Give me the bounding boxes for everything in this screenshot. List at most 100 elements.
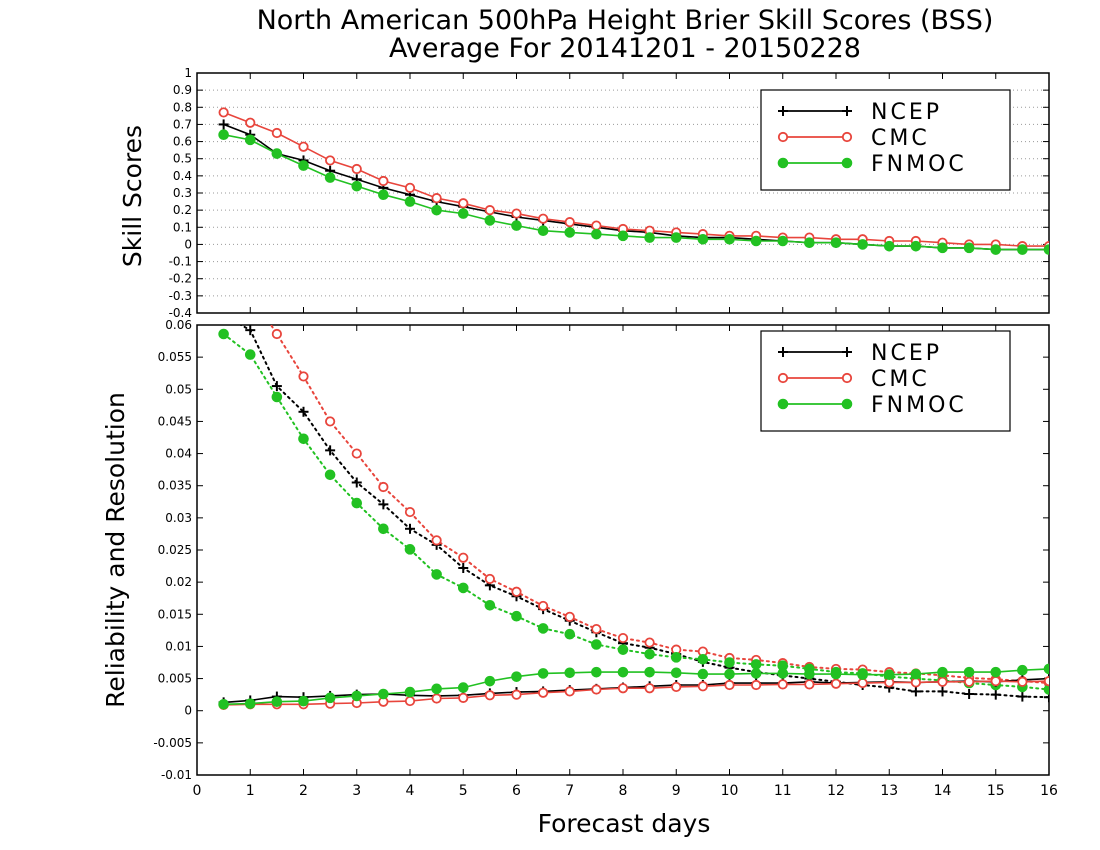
top-fnmoc-series-point <box>1043 244 1049 255</box>
legend-label: FNMOC <box>871 393 967 418</box>
bottom-fnmoc-resolution-series-point <box>564 628 576 640</box>
top-y-tick-label: 0.3 <box>173 186 192 200</box>
top-fnmoc-series-point <box>431 204 442 216</box>
top-fnmoc-series-point <box>591 228 602 240</box>
bottom-y-tick-label: 0.04 <box>165 447 192 461</box>
legend-item-fnmoc: FNMOC <box>777 152 964 177</box>
legend-label: CMC <box>871 367 930 392</box>
bottom-cmc-reliability-series-line <box>223 680 1049 706</box>
bottom-cmc-reliability-series-point <box>857 677 868 689</box>
top-fnmoc-series-point <box>537 225 549 237</box>
legend-marker <box>777 398 789 410</box>
legend-item-ncep: NCEP <box>778 100 942 125</box>
bottom-fnmoc-reliability-series-point <box>830 668 842 680</box>
bottom-fnmoc-reliability-series-point <box>750 668 762 679</box>
legend-item-cmc: CMC <box>777 367 930 392</box>
legend-label: NCEP <box>871 341 942 366</box>
legend-marker <box>778 347 788 357</box>
bottom-cmc-resolution-series-point <box>511 586 522 597</box>
x-tick-label: 16 <box>1040 783 1058 799</box>
bottom-fnmoc-resolution-series-point <box>351 497 363 509</box>
x-tick-label: 6 <box>512 783 521 799</box>
reliability-resolution-panel: 0.060.0550.050.0450.040.0350.030.0250.02… <box>153 269 1058 799</box>
bottom-cmc-reliability-series-point <box>591 684 602 695</box>
legend-marker <box>841 372 853 384</box>
bottom-cmc-resolution-series-point <box>404 506 416 518</box>
bottom-ncep-resolution-series-point <box>378 499 389 510</box>
bottom-ncep-resolution-series-point <box>271 381 282 392</box>
bottom-fnmoc-reliability-series-point <box>1017 664 1028 676</box>
bottom-fnmoc-reliability-series-point <box>883 669 895 681</box>
top-fnmoc-series-point <box>990 244 1002 255</box>
top-y-tick-label: -0.1 <box>169 255 192 269</box>
bottom-fnmoc-reliability-series-point <box>777 668 789 679</box>
top-cmc-series-point <box>484 205 495 216</box>
legend-label: NCEP <box>871 100 942 125</box>
bottom-ncep-resolution-series-point <box>245 325 256 336</box>
bottom-ncep-resolution-series-point <box>1017 691 1028 702</box>
legend-label: CMC <box>871 126 930 151</box>
bottom-fnmoc-reliability-series-point <box>724 668 735 680</box>
bottom-fnmoc-resolution-series-point <box>670 652 682 663</box>
legend-item-fnmoc: FNMOC <box>777 393 967 418</box>
top-fnmoc-series-point <box>351 180 363 192</box>
bottom-fnmoc-reliability-series-point <box>457 682 469 693</box>
top-cmc-series-point <box>404 182 416 193</box>
bottom-fnmoc-reliability-series-point <box>1043 663 1049 675</box>
bottom-cmc-resolution-series-point <box>564 611 575 622</box>
top-fnmoc-series-point <box>857 239 868 250</box>
x-tick-label: 9 <box>672 783 681 799</box>
top-ncep-series-point <box>218 119 229 130</box>
bottom-fnmoc-reliability-series-point <box>404 686 416 698</box>
bottom-cmc-reliability-series-point <box>538 687 549 698</box>
bottom-fnmoc-reliability-series-point <box>644 666 655 678</box>
top-cmc-series-point <box>218 107 229 118</box>
bottom-fnmoc-reliability-series-point <box>324 692 336 704</box>
top-y-tick-label: 0 <box>184 237 192 251</box>
bottom-fnmoc-reliability-series-point <box>537 668 549 679</box>
top-cmc-series-point <box>591 220 602 231</box>
top-y-tick-label: 0.4 <box>173 169 192 183</box>
bottom-y-tick-label: 0.02 <box>165 575 192 589</box>
top-cmc-series-point <box>245 117 256 128</box>
top-cmc-series-point <box>431 193 442 204</box>
bottom-fnmoc-reliability-series-point <box>670 667 682 679</box>
x-tick-label: 13 <box>880 783 898 799</box>
bottom-cmc-reliability-series-point <box>644 683 655 694</box>
bottom-fnmoc-resolution-series-point <box>298 433 309 445</box>
skill-scores-panel: 1 0.9 0.8 0.7 0.6 0.5 0.4 0.3 0.2 0.1 0 -0.1 -0.2 -0.… <box>169 66 1050 320</box>
x-tick-label: 3 <box>352 783 361 799</box>
bottom-cmc-resolution-series-point <box>538 600 549 612</box>
bottom-cmc-reliability-series-point <box>564 686 575 697</box>
x-tick-label: 5 <box>459 783 468 799</box>
bottom-fnmoc-resolution-series-point <box>404 544 416 555</box>
top-panel-y-axis-title: Skill Scores <box>118 125 147 267</box>
top-fnmoc-series-point <box>777 235 789 247</box>
bottom-cmc-resolution-series-point <box>644 637 655 648</box>
top-fnmoc-series-point <box>324 172 336 183</box>
bottom-fnmoc-resolution-series-point <box>591 639 602 650</box>
bottom-fnmoc-reliability-series-point <box>910 668 922 680</box>
top-y-tick-label: 0.2 <box>173 203 192 217</box>
bottom-ncep-resolution-series-point <box>298 406 309 417</box>
top-cmc-series-point <box>538 213 549 224</box>
bottom-cmc-reliability-series-point <box>751 679 762 691</box>
bottom-fnmoc-resolution-series-point <box>750 659 762 670</box>
x-tick-label: 4 <box>406 783 415 799</box>
bottom-fnmoc-resolution-series-point <box>271 391 283 403</box>
bottom-cmc-reliability-series-point <box>964 676 975 687</box>
top-fnmoc-series-point <box>644 232 655 243</box>
bottom-cmc-reliability-series-point <box>697 681 708 692</box>
top-y-tick-label: -0.4 <box>169 306 192 320</box>
bottom-cmc-resolution-series-point <box>378 481 389 493</box>
top-cmc-series-point <box>458 198 469 209</box>
legend-item-cmc: CMC <box>777 126 930 151</box>
bottom-fnmoc-reliability-series-point <box>218 698 229 710</box>
bottom-cmc-resolution-series-point <box>219 269 227 277</box>
bottom-ncep-resolution-series-point <box>351 477 362 488</box>
bottom-fnmoc-resolution-series-point <box>644 648 655 660</box>
bottom-ncep-resolution-series-point <box>937 686 948 697</box>
bottom-fnmoc-resolution-series-point <box>617 644 629 655</box>
bottom-cmc-reliability-series-point <box>617 683 629 694</box>
